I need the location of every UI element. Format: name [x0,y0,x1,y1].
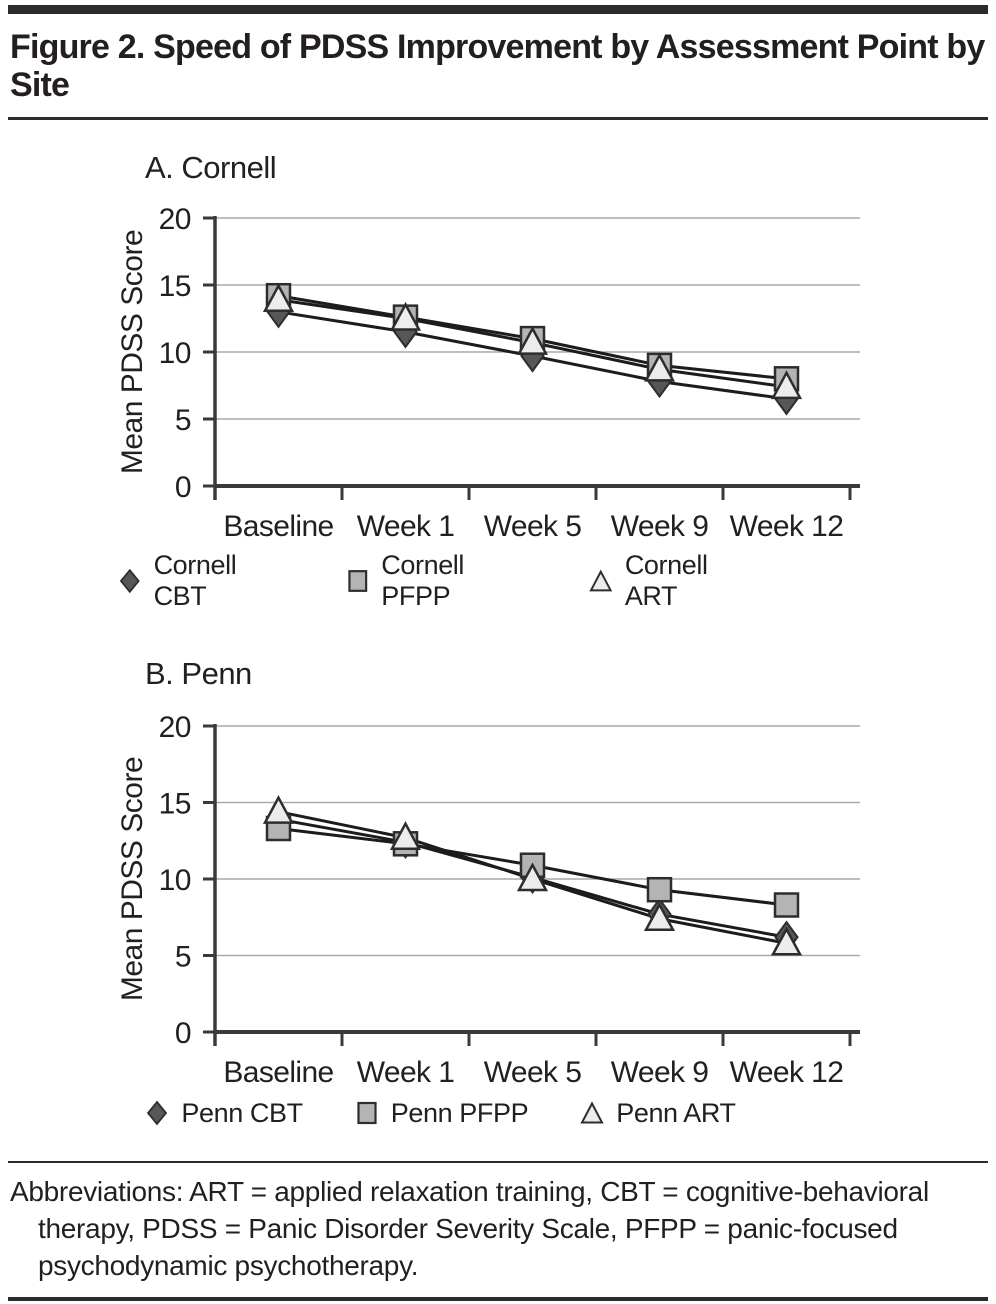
diamond-icon [147,1100,168,1126]
triangle-icon [580,1101,604,1124]
abbreviations-note: Abbreviations: ART = applied relaxation … [10,1175,929,1282]
triangle-marker-icon [770,370,803,399]
svg-text:5: 5 [175,940,191,973]
svg-text:Week 9: Week 9 [611,1056,709,1089]
triangle-marker-icon [643,352,676,382]
x-category-labels: Baseline Week 1 Week 5 Week 9 Week 12 [223,510,844,543]
legend-item-diamond: Penn CBT [145,1097,303,1129]
svg-text:Baseline: Baseline [223,510,333,543]
legend-item-square: Cornell PFPP [346,550,538,612]
legend-label: Cornell CBT [153,549,237,611]
legend-item-triangle: Cornell ART [589,550,763,612]
triangle-marker-icon [389,301,422,331]
svg-text:20: 20 [159,711,191,744]
triangle-marker-icon [643,901,676,931]
triangle-marker-icon [516,325,549,355]
top-rule [8,5,988,14]
x-category-labels: Baseline Week 1 Week 5 Week 9 Week 12 [223,1056,844,1089]
diamond-icon [119,568,140,594]
series-markers [262,794,803,956]
legend-item-triangle: Penn ART [580,1097,736,1129]
square-marker-icon [773,892,800,918]
svg-text:Week 5: Week 5 [484,510,582,543]
svg-text:Baseline: Baseline [223,1056,333,1089]
svg-text:Week 1: Week 1 [357,1056,455,1089]
svg-text:Week 12: Week 12 [730,510,844,543]
y-tick-labels: 0 5 10 15 20 [159,711,192,1050]
penn-legend: Penn CBT Penn PFPP Penn ART [118,1098,873,1129]
legend-label: Penn CBT [181,1097,303,1128]
axes [203,215,860,500]
svg-text:20: 20 [159,203,191,236]
figure-title: Figure 2. Speed of PDSS Improvement by A… [10,28,985,105]
panel-cornell: A. Cornell 0 5 10 15 20 Baseline Week 1 Week 5 W… [8,150,988,612]
bottom-rule [8,1296,988,1301]
svg-text:Week 12: Week 12 [730,1056,844,1089]
svg-text:Week 9: Week 9 [611,510,709,543]
svg-text:Week 1: Week 1 [357,510,455,543]
triangle-marker-icon [770,926,803,956]
svg-text:0: 0 [175,1017,191,1050]
y-tick-labels: 0 5 10 15 20 [159,203,192,504]
svg-text:10: 10 [159,864,191,897]
panel-a-heading: A. Cornell [145,149,277,185]
footnote-top-rule [8,1160,988,1163]
square-icon [348,569,367,592]
svg-text:Week 5: Week 5 [484,1056,582,1089]
legend-item-square: Penn PFPP [355,1097,529,1129]
legend-label: Penn PFPP [390,1097,529,1128]
gridlines [215,217,860,420]
svg-text:0: 0 [175,471,191,504]
svg-text:10: 10 [159,337,191,370]
triangle-marker-icon [262,794,295,824]
series-markers [266,294,799,416]
legend-label: Penn ART [616,1097,736,1128]
triangle-marker-icon [516,862,549,892]
square-marker-icon [646,876,673,903]
svg-text:15: 15 [159,270,191,303]
cornell-legend: Cornell CBT Cornell PFPP Cornell ART [118,550,873,612]
series-markers [262,282,803,399]
legend-label: Cornell PFPP [381,549,465,611]
gridlines [215,725,860,957]
triangle-icon [589,569,613,592]
square-icon [357,1102,377,1125]
triangle-marker-icon [262,282,295,312]
title-rule [8,116,988,120]
penn-chart: 0 5 10 15 20 Baseline Week 1 Week 5 Week 9 Week 1… [118,711,860,1089]
cornell-chart: 0 5 10 15 20 Baseline Week 1 Week 5 Week 9 Week 1… [118,203,860,543]
legend-label: Cornell ART [624,549,708,611]
panel-penn: B. Penn 0 5 10 15 20 Baseline Week 1 Week 5 Week… [8,656,988,1129]
svg-text:15: 15 [159,787,191,820]
legend-item-diamond: Cornell CBT [118,550,294,612]
axes [203,723,860,1046]
svg-text:5: 5 [175,404,191,437]
triangle-marker-icon [389,820,422,850]
panel-b-heading: B. Penn [145,655,252,691]
y-axis-title: Mean PDSS Score [118,757,149,1001]
y-axis-title: Mean PDSS Score [118,230,149,474]
